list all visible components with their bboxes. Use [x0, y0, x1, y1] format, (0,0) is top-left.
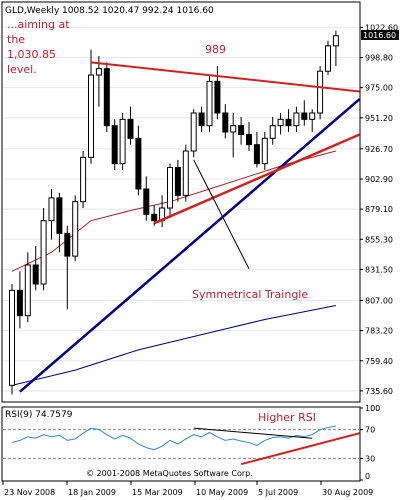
higher-rsi-label: Higher RSI — [258, 411, 316, 424]
candle-bull — [167, 166, 173, 209]
trendline — [19, 98, 361, 393]
candle-bull — [261, 137, 268, 165]
rsi-tick-label: 100 — [365, 404, 380, 413]
price-tick-label: 975.00 — [365, 84, 393, 93]
candle-bull — [206, 80, 213, 127]
chart-header-symbol: GLD,Weekly — [5, 6, 60, 16]
candle-bear — [127, 118, 134, 139]
symmetrical-triangle-label: Symmetrical Traingle — [192, 288, 308, 301]
candle-bull — [72, 201, 79, 257]
candle-bull — [317, 70, 324, 114]
candle-bull — [325, 45, 331, 72]
trendline — [90, 61, 360, 93]
time-tick-label: 30 Aug 2009 — [322, 488, 373, 497]
aiming-line-2: the — [7, 33, 25, 46]
candle-bull — [269, 125, 276, 139]
candle-bear — [222, 112, 229, 133]
last-price-value: 1016.60 — [363, 31, 396, 40]
peak-989-label: 989 — [205, 43, 226, 56]
aiming-line-3: 1,030.85 — [7, 48, 56, 61]
moving-average-line — [11, 305, 336, 386]
candle-bear — [56, 197, 63, 234]
aiming-annotation: ...aiming at the 1,030.85 level. — [7, 18, 70, 76]
price-tick-label: 926.70 — [365, 145, 393, 154]
price-panel-frame — [1, 1, 361, 403]
price-tick-label: 855.30 — [365, 235, 393, 244]
chart-header-ohlc: 1008.52 1020.47 992.24 1016.60 — [62, 6, 214, 16]
aiming-line-1: ...aiming at — [7, 18, 70, 31]
candle-bull — [293, 112, 300, 127]
candle-bull — [119, 118, 126, 165]
candle-bear — [16, 289, 23, 317]
price-tick-label: 783.20 — [365, 327, 393, 336]
price-tick-label: 1022.60 — [365, 23, 398, 32]
candle-bear — [285, 118, 292, 127]
trendline — [153, 133, 361, 225]
candle-bear — [64, 232, 71, 257]
candle-bear — [198, 112, 205, 127]
price-tick-label: 902.90 — [365, 175, 393, 184]
candle-bear — [143, 188, 150, 215]
price-tick-label: 735.60 — [365, 387, 393, 396]
price-grid — [3, 26, 359, 392]
rsi-grid — [3, 429, 359, 459]
candle-bull — [182, 150, 189, 196]
candle-bear — [111, 125, 118, 165]
copyright-text: © 2001-2008 MetaQuotes Software Corp. — [86, 469, 253, 478]
candle-bear — [103, 68, 110, 127]
price-tick-label: 759.40 — [365, 357, 393, 366]
price-tick-label: 998.80 — [365, 54, 393, 63]
candle-bear — [214, 80, 221, 114]
rsi-title: RSI(9) 74.7579 — [5, 410, 73, 420]
price-tick-label: 879.10 — [365, 205, 393, 214]
time-tick-label: 5 Jul 2009 — [258, 488, 298, 497]
rsi-tick-label: 30 — [365, 454, 375, 463]
rsi-panel-frame — [1, 406, 361, 482]
rsi-series — [11, 425, 360, 466]
price-tick-label: 807.00 — [365, 296, 393, 305]
rsi-axis: 100 70 30 0 — [360, 404, 380, 481]
last-price-tag: 1016.60 — [361, 29, 399, 40]
rsi-line — [11, 425, 336, 451]
candle-bull — [9, 289, 15, 386]
rsi-tick-label: 70 — [365, 426, 375, 435]
candle-bear — [32, 264, 39, 285]
candles — [9, 30, 339, 395]
candle-bear — [151, 213, 158, 222]
candle-bull — [95, 68, 102, 76]
price-axis: 1022.60 998.80 975.00 951.20 926.70 902.90 879… — [360, 23, 398, 396]
candle-bull — [80, 156, 87, 203]
rsi-connector-line — [193, 427, 313, 439]
price-tick-label: 951.20 — [365, 114, 393, 123]
time-tick-label: 18 Jan 2009 — [68, 488, 116, 497]
candle-bull — [24, 264, 31, 317]
candle-bull — [309, 112, 316, 120]
rsi-trendline — [240, 432, 360, 466]
time-tick-label: 10 May 2009 — [196, 488, 248, 497]
trendline — [193, 159, 250, 270]
candle-bull — [332, 35, 339, 47]
candle-bull — [230, 125, 237, 133]
time-tick-label: 15 Mar 2009 — [132, 488, 183, 497]
candle-bull — [277, 118, 284, 127]
trendlines — [19, 61, 361, 393]
candle-bull — [88, 74, 94, 158]
candle-bull — [190, 112, 197, 152]
time-axis: 23 Nov 2008 18 Jan 2009 15 Mar 2009 10 May … — [2, 481, 373, 497]
candle-bear — [135, 137, 142, 190]
time-tick-label: 23 Nov 2008 — [4, 488, 55, 497]
rsi-tick-label: 0 — [365, 472, 370, 481]
candle-bull — [48, 197, 55, 222]
candle-bull — [40, 220, 47, 285]
candle-bear — [238, 125, 245, 136]
candle-bear — [253, 144, 260, 165]
price-tick-label: 831.50 — [365, 265, 393, 274]
aiming-line-4: level. — [7, 63, 37, 76]
candle-bear — [174, 166, 181, 196]
candle-bear — [301, 112, 308, 120]
candle-bear — [246, 134, 252, 146]
